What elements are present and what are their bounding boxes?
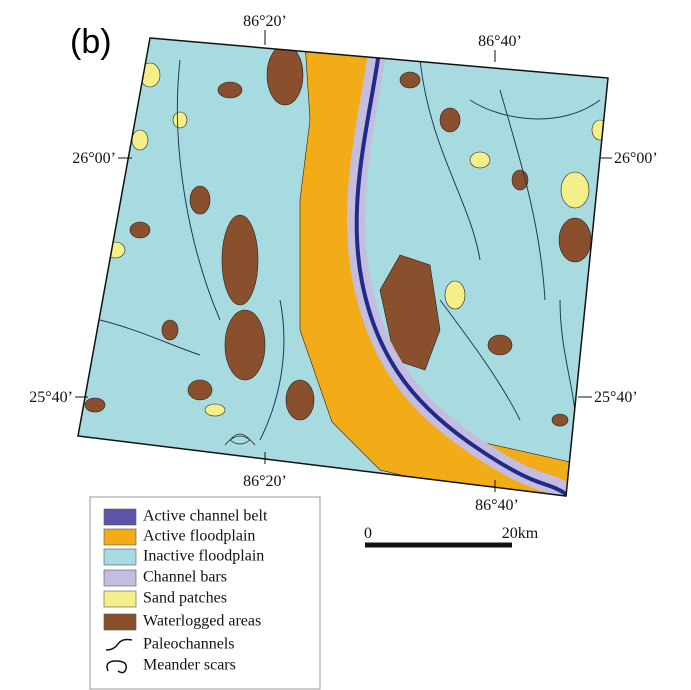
latitude-label: 26°00’ — [614, 150, 658, 167]
legend-swatch — [104, 591, 136, 607]
longitude-label: 86°40’ — [475, 497, 519, 514]
legend-label: Active floodplain — [143, 528, 255, 545]
legend-label: Meander scars — [143, 657, 236, 674]
longitude-label: 86°20’ — [243, 13, 287, 30]
map-figure: (b) 86°20’ 86°40’ 86°20’ 86°40’ 26°00’ 2… — [0, 0, 691, 690]
legend-label: Channel bars — [143, 569, 227, 586]
legend-swatch — [104, 614, 136, 630]
legend-swatch — [104, 509, 136, 525]
longitude-label: 86°40’ — [478, 33, 522, 50]
panel-label: (b) — [70, 23, 112, 61]
legend-swatch — [104, 549, 136, 565]
scale-end: 20km — [502, 525, 539, 542]
map: (b) 86°20’ 86°40’ 86°20’ 86°40’ 26°00’ 2… — [0, 0, 691, 690]
legend-label: Active channel belt — [143, 508, 268, 525]
legend-label: Sand patches — [143, 590, 227, 607]
longitude-label: 86°20’ — [243, 473, 287, 490]
legend-label: Inactive floodplain — [143, 548, 264, 565]
map-body — [78, 38, 608, 500]
legend-swatch — [104, 570, 136, 586]
latitude-label: 25°40’ — [594, 389, 638, 406]
latitude-label: 26°00’ — [72, 150, 116, 167]
scale-start: 0 — [364, 525, 372, 542]
latitude-label: 25°40’ — [29, 389, 73, 406]
legend-label: Waterlogged areas — [143, 613, 261, 630]
legend-swatch — [104, 529, 136, 545]
legend-label: Paleochannels — [143, 636, 235, 653]
